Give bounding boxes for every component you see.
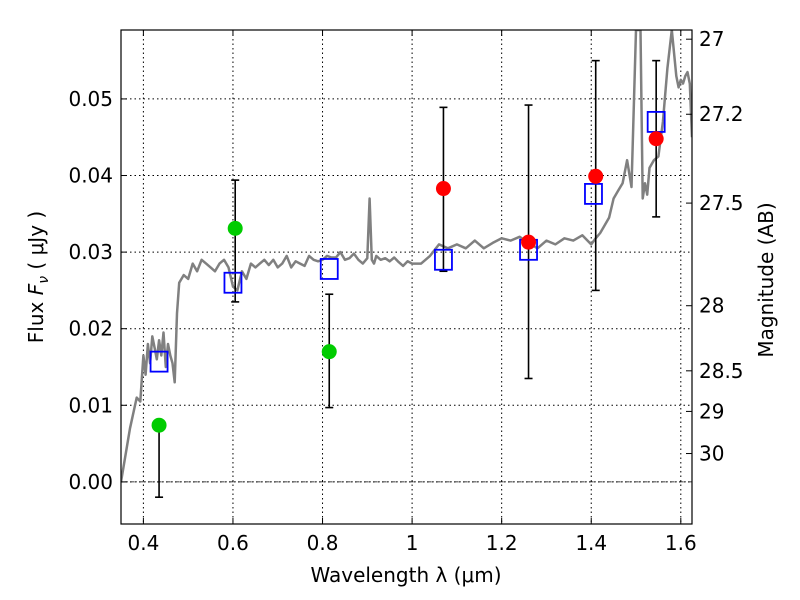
model-point-square xyxy=(319,258,339,280)
y-tick-label: 0.04 xyxy=(68,164,113,188)
y-tick-label: 0.03 xyxy=(68,240,113,264)
y-axis-label-subscript: ν xyxy=(36,276,52,284)
y-axis-label-suffix: ( μJy ) xyxy=(24,211,48,276)
x-tick-label: 0.4 xyxy=(127,531,159,555)
y-axis-label: Flux Fν ( μJy ) xyxy=(24,211,52,343)
x-tick-label: 1.4 xyxy=(575,531,607,555)
plot-background xyxy=(121,30,692,524)
x-tick-label: 1.6 xyxy=(665,531,697,555)
y2-axis-label: Magnitude (AB) xyxy=(754,202,778,357)
model-point-square xyxy=(584,183,603,205)
y2-tick-label: 27 xyxy=(699,27,724,51)
y-tick-label: 0.05 xyxy=(68,87,113,111)
grid-lines xyxy=(121,30,692,524)
y-axis-ticks: 0.00 0.01 0.02 0.03 0.04 0.05 xyxy=(68,87,127,494)
y2-tick-label: 27.5 xyxy=(699,191,744,215)
x-axis-label: Wavelength λ (μm) xyxy=(310,563,501,587)
model-point-square xyxy=(434,248,453,271)
upper-limit-point xyxy=(151,417,167,433)
y-axis-label-prefix: Flux xyxy=(24,295,48,343)
y2-tick-label: 28 xyxy=(699,294,724,318)
spectrum-line xyxy=(121,30,692,483)
y2-tick-label: 27.2 xyxy=(699,102,744,126)
x-tick-label: 0.8 xyxy=(307,531,339,555)
observed-photometry-series xyxy=(151,131,664,433)
detection-point xyxy=(588,168,604,184)
plot-frame xyxy=(120,29,693,525)
x-tick-label: 1.2 xyxy=(486,531,518,555)
detection-point xyxy=(435,181,451,197)
upper-limit-point xyxy=(227,220,243,236)
y2-tick-label: 28.5 xyxy=(699,359,744,383)
detection-point xyxy=(648,131,664,147)
model-point-square xyxy=(223,271,243,294)
y2-axis-ticks: 27 27.2 27.5 28 28.5 29 30 xyxy=(686,27,744,466)
x-axis-ticks: 0.4 0.6 0.8 1 1.2 1.4 1.6 xyxy=(127,30,697,555)
y-axis-label-symbol: F xyxy=(24,283,48,295)
x-tick-label: 0.6 xyxy=(217,531,249,555)
y-tick-label: 0.00 xyxy=(68,470,113,494)
y-tick-label: 0.02 xyxy=(68,317,113,341)
y2-tick-label: 30 xyxy=(699,442,724,466)
spectrum-series xyxy=(121,30,692,483)
detection-point xyxy=(521,234,537,250)
y2-tick-label: 29 xyxy=(699,399,724,423)
x-tick-label: 1 xyxy=(406,531,419,555)
model-point-square xyxy=(149,350,169,373)
model-photometry-series xyxy=(149,111,666,373)
y-tick-label: 0.01 xyxy=(68,393,113,417)
upper-limit-point xyxy=(321,344,337,360)
